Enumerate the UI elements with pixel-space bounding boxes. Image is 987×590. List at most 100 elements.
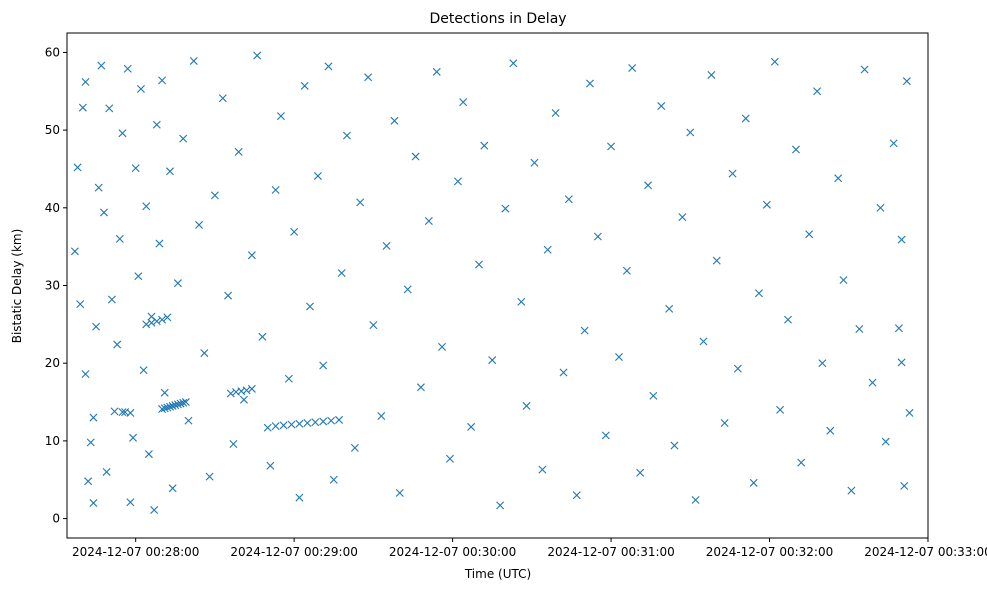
data-point: [271, 185, 280, 194]
data-points: [70, 51, 914, 515]
x-tick-label: 2024-12-07 00:28:00: [72, 545, 199, 559]
data-point: [712, 256, 721, 265]
data-point: [754, 289, 763, 298]
y-tick-label: 20: [45, 356, 60, 370]
data-point: [171, 401, 180, 410]
data-point: [173, 279, 182, 288]
data-point: [905, 408, 914, 417]
data-point: [622, 266, 631, 275]
data-point: [247, 251, 256, 260]
data-point: [585, 79, 594, 88]
data-point: [342, 131, 351, 140]
data-point: [258, 332, 267, 341]
data-point: [290, 227, 299, 236]
y-tick-label: 10: [45, 434, 60, 448]
data-point: [89, 413, 98, 422]
data-point: [239, 395, 248, 404]
data-point: [158, 405, 167, 414]
data-point: [691, 495, 700, 504]
data-point: [644, 181, 653, 190]
data-point: [839, 276, 848, 285]
data-point: [559, 368, 568, 377]
data-point: [459, 98, 468, 107]
data-point: [81, 77, 90, 86]
data-point: [284, 374, 293, 383]
data-point: [224, 291, 233, 300]
data-point: [728, 169, 737, 178]
data-point: [89, 499, 98, 508]
data-point: [522, 401, 531, 410]
data-point: [876, 203, 885, 212]
data-point: [271, 422, 280, 431]
data-point: [319, 417, 328, 426]
data-point: [770, 57, 779, 66]
data-point: [580, 326, 589, 335]
data-point: [152, 120, 161, 129]
data-point: [102, 467, 111, 476]
data-point: [184, 416, 193, 425]
data-point: [453, 177, 462, 186]
data-point: [218, 94, 227, 103]
data-point: [247, 384, 256, 393]
data-point: [834, 174, 843, 183]
data-point: [881, 437, 890, 446]
data-point: [179, 398, 188, 407]
data-point: [142, 320, 151, 329]
data-point: [480, 141, 489, 150]
data-point: [826, 426, 835, 435]
data-point: [123, 64, 132, 73]
data-point: [279, 421, 288, 430]
data-point: [720, 419, 729, 428]
data-point: [295, 493, 304, 502]
x-tick-label: 2024-12-07 00:31:00: [547, 545, 674, 559]
data-point: [805, 230, 814, 239]
data-point: [411, 152, 420, 161]
data-point: [818, 359, 827, 368]
x-tick-label: 2024-12-07 00:33:00: [864, 545, 987, 559]
data-point: [131, 164, 140, 173]
data-point: [107, 295, 116, 304]
data-point: [313, 171, 322, 180]
data-point: [163, 403, 172, 412]
data-point: [496, 501, 505, 510]
data-point: [319, 361, 328, 370]
x-axis: 2024-12-07 00:28:00 2024-12-07 00:29:00 20…: [72, 538, 987, 559]
data-point: [166, 402, 174, 411]
data-point: [657, 102, 666, 111]
data-point: [276, 112, 285, 121]
data-point: [438, 342, 447, 351]
data-point: [741, 114, 750, 123]
data-point: [129, 433, 138, 442]
data-point: [350, 443, 359, 452]
y-tick-label: 30: [45, 279, 60, 293]
data-point: [234, 147, 243, 156]
data-point: [551, 109, 560, 118]
data-point: [733, 364, 742, 373]
data-point: [382, 241, 391, 250]
data-point: [300, 81, 309, 90]
data-point: [126, 498, 135, 507]
data-point: [636, 468, 645, 477]
data-point: [538, 465, 547, 474]
data-point: [860, 65, 869, 74]
data-point: [311, 418, 320, 427]
data-point: [166, 167, 174, 176]
data-point: [601, 431, 610, 440]
data-point: [84, 477, 93, 486]
data-point: [628, 63, 637, 72]
data-point: [160, 404, 169, 413]
data-point: [287, 420, 296, 429]
x-axis-title: Time (UTC): [464, 567, 531, 581]
data-point: [530, 158, 539, 167]
data-point: [699, 337, 708, 346]
x-tick-label: 2024-12-07 00:32:00: [706, 545, 833, 559]
data-point: [902, 77, 911, 86]
data-point: [189, 56, 198, 65]
data-point: [295, 419, 304, 428]
data-point: [126, 408, 135, 417]
data-point: [776, 405, 785, 414]
data-point: [572, 491, 581, 500]
data-point: [200, 349, 209, 358]
